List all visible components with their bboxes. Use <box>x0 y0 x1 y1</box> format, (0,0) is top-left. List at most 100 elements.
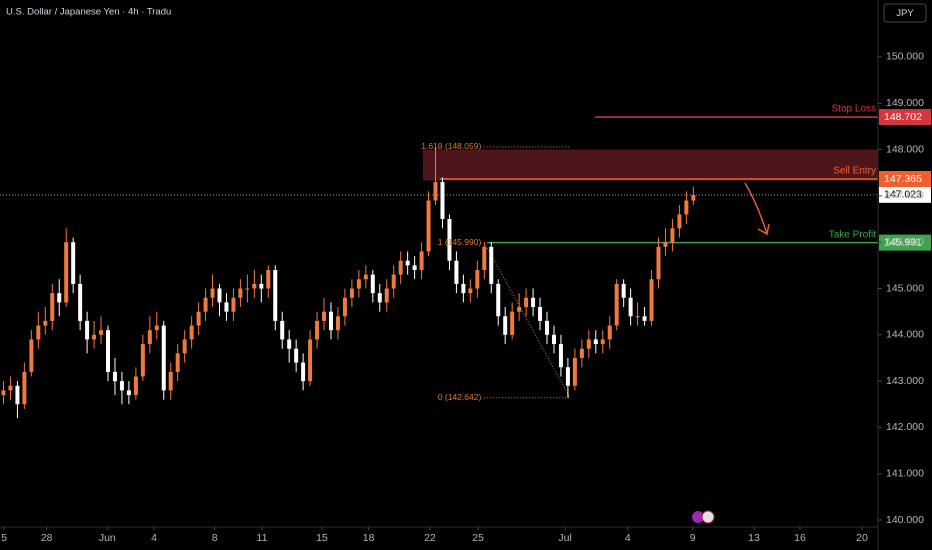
candle-body <box>524 297 529 308</box>
candle-body <box>203 297 208 312</box>
candle-body <box>440 181 445 220</box>
candle-body <box>426 200 431 252</box>
candle-body <box>370 274 375 294</box>
candle-body <box>301 362 306 382</box>
candle-body <box>64 242 69 303</box>
candle-body <box>266 269 271 289</box>
level-name: Stop Loss <box>832 104 876 115</box>
y-tick-label: 148.000 <box>886 143 924 155</box>
candle-body <box>57 293 62 303</box>
candle-body <box>328 311 333 331</box>
candle-body <box>133 376 138 396</box>
candle-body <box>607 325 612 340</box>
candle-body <box>545 320 550 335</box>
candle-body <box>503 316 508 335</box>
candle-body <box>600 339 605 345</box>
candle-body <box>322 311 327 321</box>
candle-body <box>517 307 522 312</box>
candle-body <box>419 251 424 270</box>
candle-body <box>614 283 619 326</box>
candle-body <box>217 288 222 303</box>
x-tick-label: Jul <box>558 532 571 544</box>
candle-body <box>565 367 570 386</box>
current-price-tag <box>879 186 931 203</box>
candle-body <box>691 194 696 201</box>
candle-body <box>287 339 292 349</box>
candle-body <box>391 274 396 289</box>
candle-body <box>196 311 201 326</box>
candle-body <box>99 330 104 335</box>
event-icon[interactable] <box>701 510 715 524</box>
candle-body <box>36 325 41 340</box>
level-name: Sell Entry <box>833 166 876 177</box>
currency-button-label[interactable]: JPY <box>896 8 914 19</box>
fib-trend <box>483 242 571 398</box>
candle-body <box>8 385 13 391</box>
candle-body <box>140 344 145 377</box>
candle-body <box>579 348 584 358</box>
level-tag <box>879 234 931 251</box>
candle-body <box>412 265 417 270</box>
y-tick-label: 144.000 <box>886 329 924 341</box>
y-tick-label: 140.000 <box>886 514 924 526</box>
candle-body <box>363 274 368 280</box>
x-tick-label: 9 <box>690 532 696 544</box>
x-tick-label: 16 <box>794 532 806 544</box>
candle-body <box>342 297 347 317</box>
level-tag <box>879 109 931 126</box>
candle-body <box>168 371 173 391</box>
candle-body <box>670 228 675 243</box>
chart-title: U.S. Dollar / Japanese Yen · 4h · Tradu <box>6 7 171 18</box>
current-price-label: 147.023 <box>884 189 922 201</box>
y-tick-label: 142.000 <box>886 421 924 433</box>
candle-body <box>182 339 187 354</box>
level-price: 147.365 <box>884 173 922 185</box>
candle-body <box>15 385 20 405</box>
candle-body <box>92 334 97 340</box>
level-name: Take Profit <box>829 229 876 240</box>
y-tick-label: 146.000 <box>886 236 924 248</box>
candle-body <box>447 219 452 261</box>
fib-label: 1 (145.990) <box>438 237 482 247</box>
candle-body <box>642 316 647 321</box>
candle-body <box>189 325 194 340</box>
candle-body <box>677 214 682 229</box>
candle-body <box>558 344 563 368</box>
candle-body <box>210 288 215 298</box>
level-tag <box>879 170 931 187</box>
y-tick-label: 145.000 <box>886 282 924 294</box>
candle-body <box>663 242 668 247</box>
candle-body <box>468 288 473 294</box>
fib-label: 0 (142.642) <box>438 392 482 402</box>
candle-body <box>538 307 543 321</box>
currency-button[interactable] <box>883 3 927 23</box>
candle-body <box>22 371 27 405</box>
candle-body <box>586 339 591 349</box>
x-tick-label: 22 <box>424 532 436 544</box>
candle-body <box>238 288 243 298</box>
candle-body <box>461 283 466 294</box>
candle-body <box>335 316 340 331</box>
candle-body <box>356 279 361 289</box>
x-tick-label: 4 <box>625 532 631 544</box>
candle-body <box>259 283 264 289</box>
x-tick-label: 5 <box>1 532 7 544</box>
candle-body <box>635 316 640 318</box>
candle-body <box>71 242 76 284</box>
candle-body <box>280 320 285 340</box>
level-price: 145.991 <box>884 236 922 248</box>
y-tick-label: 150.000 <box>886 51 924 63</box>
candle-body <box>85 320 90 340</box>
candle-body <box>551 334 556 345</box>
candle-body <box>294 348 299 363</box>
candle-body <box>315 320 320 340</box>
event-icon[interactable] <box>692 511 704 523</box>
candle-body <box>29 339 34 372</box>
candle-body <box>161 325 166 391</box>
candle-body <box>593 339 598 345</box>
candle-body <box>224 302 229 312</box>
candle-body <box>43 320 48 326</box>
